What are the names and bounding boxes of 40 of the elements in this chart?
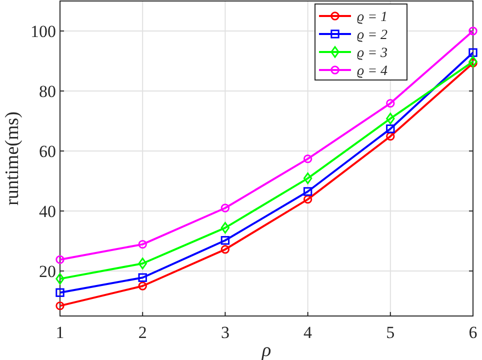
point (303, 154, 312, 164)
legend-label: ϱ = 1 (357, 10, 388, 25)
y-tick-label: 100 (30, 22, 56, 41)
point (303, 194, 312, 204)
point (220, 222, 230, 234)
point (303, 187, 312, 196)
x-tick-label: 5 (386, 323, 395, 342)
legend-label: ϱ = 4 (357, 64, 388, 79)
point (56, 301, 64, 310)
point (468, 56, 478, 68)
point (220, 236, 230, 245)
x-tick-label: 3 (220, 323, 230, 342)
point (138, 282, 147, 290)
point (468, 58, 478, 68)
legend-label: ϱ = 3 (357, 46, 388, 61)
point (138, 273, 147, 282)
y-axis-title: runtime(ms) (2, 112, 23, 206)
x-axis-title: ρ (260, 340, 272, 360)
point (468, 26, 478, 36)
x-tick-label: 2 (138, 323, 147, 342)
point (56, 255, 64, 264)
legend-label: ϱ = 2 (357, 28, 388, 43)
point (56, 273, 64, 285)
x-tick-label: 4 (304, 323, 313, 342)
y-tick-label: 20 (39, 262, 56, 281)
point (220, 245, 230, 254)
point (386, 124, 395, 134)
point (220, 204, 230, 212)
y-tick-label: 60 (39, 142, 56, 161)
point (138, 258, 147, 270)
x-tick-label: 1 (56, 323, 64, 342)
point (56, 288, 64, 297)
point (303, 172, 312, 184)
y-tick-label: 40 (39, 202, 56, 221)
y-tick-label: 80 (39, 82, 56, 101)
point (386, 98, 395, 108)
point (138, 240, 147, 249)
point (468, 48, 478, 57)
point (386, 112, 395, 124)
x-tick-label: 6 (468, 323, 478, 342)
